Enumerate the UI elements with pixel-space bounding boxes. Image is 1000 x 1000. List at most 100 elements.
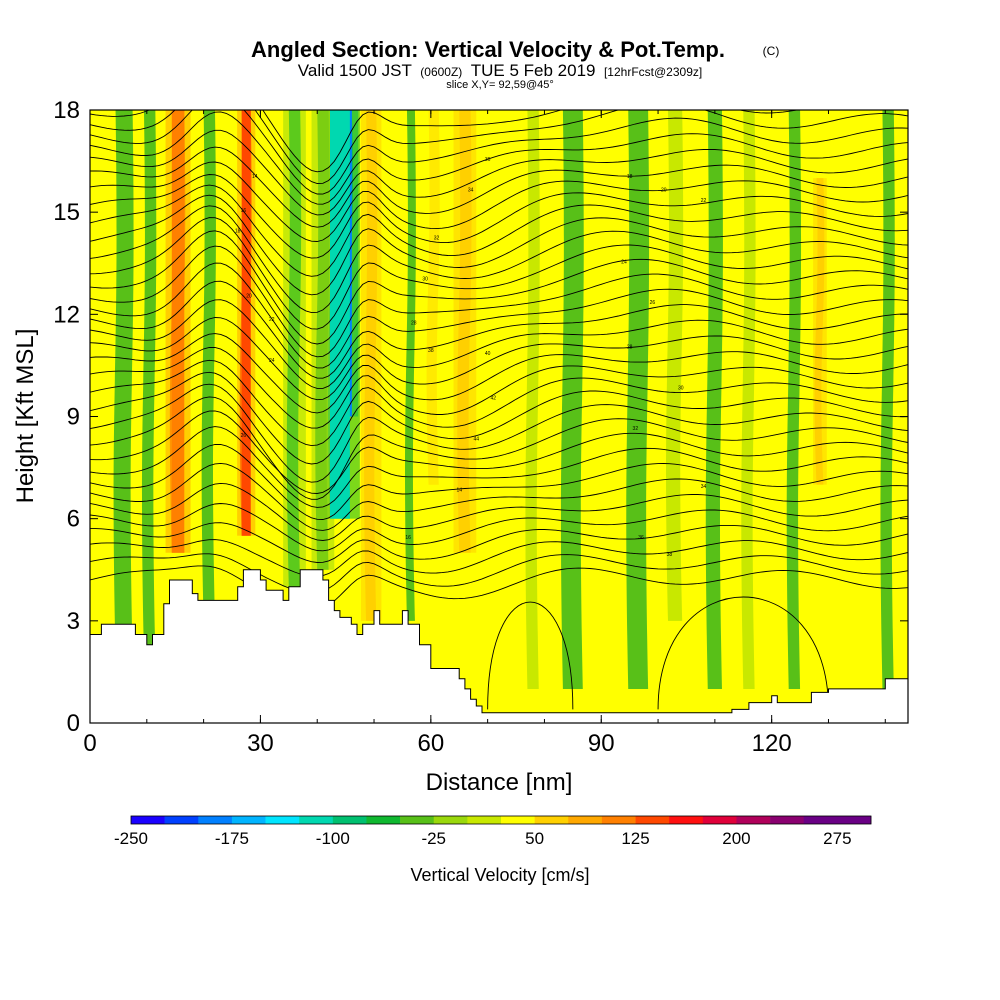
velocity-band xyxy=(113,110,134,655)
y-tick-label: 15 xyxy=(53,199,80,226)
velocity-band xyxy=(786,110,802,689)
contour-label: 28 xyxy=(411,321,417,327)
contour-label: 20 xyxy=(246,293,252,299)
isentrope-line xyxy=(90,426,908,508)
contour-label: 16 xyxy=(405,535,411,541)
isentrope-line xyxy=(90,161,908,242)
velocity-band xyxy=(381,110,394,638)
colorbar-swatch xyxy=(601,816,636,824)
contour-label: 42 xyxy=(491,395,497,401)
contour-label: 16 xyxy=(241,208,247,214)
contour-label: 18 xyxy=(627,174,633,180)
isentrope-line xyxy=(90,462,908,531)
isentrope-line xyxy=(90,503,908,552)
colorbar-swatch xyxy=(702,816,737,824)
isentrope-line xyxy=(90,333,908,414)
colorbar-swatch xyxy=(265,816,300,824)
terrain xyxy=(90,569,908,723)
isentrope-line xyxy=(90,111,908,205)
colorbar-swatch xyxy=(164,816,199,824)
isentrope-line xyxy=(90,194,908,296)
velocity-core xyxy=(241,110,251,536)
x-axis-label: Distance [nm] xyxy=(426,769,573,796)
contour-label: 34 xyxy=(468,188,474,194)
velocity-band xyxy=(268,110,280,553)
colorbar-tick-label: 50 xyxy=(525,829,544,848)
contour-label: 32 xyxy=(434,235,440,241)
colorbar-swatch xyxy=(534,816,569,824)
colorbar-swatch xyxy=(770,816,805,824)
x-tick-label: 90 xyxy=(588,730,615,757)
isentrope-line xyxy=(90,444,908,520)
chart-title: Angled Section: Vertical Velocity & Pot.… xyxy=(251,37,725,62)
isentrope-line xyxy=(90,110,908,195)
colorbar-swatch xyxy=(803,816,838,824)
colorbar-tick-label: -100 xyxy=(316,829,350,848)
colorbar-tick-label: -175 xyxy=(215,829,249,848)
contour-label: 36 xyxy=(485,157,491,163)
contour-label: 28 xyxy=(627,344,633,350)
colorbar-swatch xyxy=(332,816,367,824)
contour-label: 24 xyxy=(621,259,627,265)
colorbar xyxy=(130,815,872,825)
isentrope-line xyxy=(90,280,908,379)
contour-label: 22 xyxy=(269,317,275,323)
x-tick-label: 30 xyxy=(247,730,274,757)
velocity-halo xyxy=(311,110,335,570)
contour-label: 36 xyxy=(638,535,644,541)
colorbar-swatch xyxy=(635,816,670,824)
isentrope-line xyxy=(90,317,908,401)
y-tick-label: 12 xyxy=(53,301,80,328)
isentrope-line xyxy=(90,184,908,277)
velocity-halo xyxy=(360,110,382,621)
isentrope-line xyxy=(487,601,574,710)
velocity-band xyxy=(484,110,496,553)
colorbar-tick-label: -250 xyxy=(114,829,148,848)
contour-label: 24 xyxy=(269,358,275,364)
colorbar-swatch xyxy=(669,816,704,824)
contour-label: 30 xyxy=(422,276,428,282)
x-tick-label: 120 xyxy=(752,730,792,757)
y-tick-label: 3 xyxy=(67,608,80,635)
colorbar-swatch xyxy=(231,816,266,824)
contour-label: 38 xyxy=(428,348,434,354)
isentrope-line xyxy=(90,262,908,369)
isentrope-line xyxy=(90,205,908,314)
velocity-band xyxy=(141,110,157,655)
contour-label: 26 xyxy=(650,300,656,306)
isentrope-line xyxy=(90,245,908,358)
velocity-halo xyxy=(813,178,827,485)
isentrope-line xyxy=(657,596,829,710)
y-tick-label: 9 xyxy=(67,404,80,431)
colorbar-swatch xyxy=(299,816,334,824)
colorbar-ticks: -250 -175 -100 -25 50 125 200 275 xyxy=(114,829,852,848)
isentrope-line xyxy=(90,565,908,612)
isentrope-line xyxy=(90,482,908,541)
zulu-time: (0600Z) xyxy=(420,65,462,79)
x-axis: 0 30 60 90 120 xyxy=(83,110,886,757)
velocity-band xyxy=(741,110,756,689)
contour-label: 34 xyxy=(701,484,707,490)
colorbar-swatch xyxy=(837,816,872,824)
colorbar-swatch xyxy=(568,816,603,824)
contour-labels: 14 16 18 20 22 24 26 28 30 32 34 36 38 40 42 44 14 16 18 20… xyxy=(235,157,707,558)
x-tick-label: 0 xyxy=(83,730,96,757)
isentrope-line xyxy=(90,396,908,500)
velocity-band xyxy=(833,110,846,689)
isentrope-line xyxy=(90,230,908,345)
isentrope-line xyxy=(90,371,908,465)
contour-label: 14 xyxy=(252,174,258,180)
colorbar-tick-label: 275 xyxy=(823,829,851,848)
isentrope-line xyxy=(90,539,908,577)
velocity-band xyxy=(666,110,684,621)
colorbar-swatch xyxy=(366,816,401,824)
contour-label: 40 xyxy=(485,351,491,357)
potential-temperature-contours xyxy=(90,110,908,710)
isentrope-line xyxy=(90,174,908,259)
valid-time: Valid 1500 JST xyxy=(298,61,412,80)
colorbar-swatch xyxy=(433,816,468,824)
colorbar-swatch xyxy=(131,816,165,824)
isentrope-line xyxy=(90,359,908,447)
